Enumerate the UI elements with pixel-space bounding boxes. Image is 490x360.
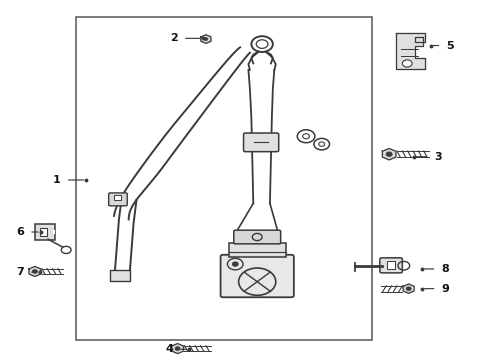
FancyBboxPatch shape [76, 17, 372, 339]
Polygon shape [396, 33, 425, 69]
Text: 8: 8 [441, 264, 449, 274]
Circle shape [402, 60, 412, 67]
FancyBboxPatch shape [114, 195, 121, 201]
FancyBboxPatch shape [229, 243, 286, 257]
FancyBboxPatch shape [234, 230, 281, 244]
Text: 2: 2 [171, 33, 178, 43]
FancyBboxPatch shape [110, 270, 130, 281]
Circle shape [386, 152, 392, 156]
Circle shape [32, 270, 37, 273]
FancyBboxPatch shape [387, 261, 395, 269]
FancyBboxPatch shape [35, 224, 55, 240]
FancyBboxPatch shape [380, 258, 402, 273]
FancyBboxPatch shape [244, 133, 279, 152]
Text: 6: 6 [16, 227, 24, 237]
Text: 1: 1 [53, 175, 61, 185]
Polygon shape [403, 284, 414, 293]
Polygon shape [382, 148, 396, 160]
Text: 3: 3 [434, 152, 442, 162]
Circle shape [232, 262, 238, 266]
Polygon shape [29, 266, 41, 276]
Circle shape [406, 287, 411, 291]
Text: 9: 9 [441, 284, 449, 294]
FancyBboxPatch shape [40, 228, 47, 235]
Text: 7: 7 [16, 267, 24, 277]
FancyBboxPatch shape [220, 255, 294, 297]
Circle shape [204, 38, 208, 41]
Polygon shape [201, 35, 211, 43]
Text: 4: 4 [165, 344, 173, 354]
Polygon shape [172, 343, 183, 354]
Text: 5: 5 [446, 41, 454, 50]
Circle shape [175, 347, 180, 350]
FancyBboxPatch shape [109, 193, 127, 206]
